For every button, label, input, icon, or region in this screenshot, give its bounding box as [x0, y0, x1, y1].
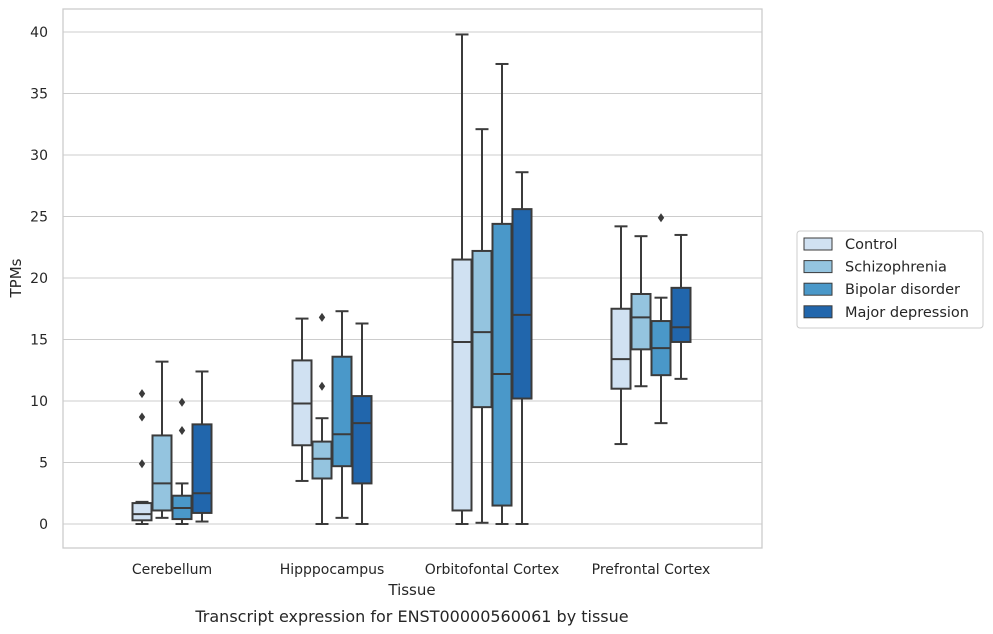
legend-frame	[796, 230, 984, 329]
box-schizophrenia	[630, 235, 652, 388]
box-iqr	[451, 258, 473, 512]
y-tick-label: 30	[30, 148, 48, 164]
legend-label: Bipolar disorder	[845, 282, 960, 298]
y-tick-label: 20	[30, 271, 48, 287]
chart-caption: Transcript expression for ENST0000056006…	[194, 607, 628, 626]
legend-swatch	[803, 305, 833, 319]
box-major-depression	[191, 370, 213, 523]
box-iqr	[331, 355, 353, 468]
box-control	[291, 317, 313, 482]
box-control	[131, 389, 153, 525]
outlier-point	[138, 389, 146, 399]
box-iqr	[191, 423, 213, 514]
outlier-point	[138, 459, 146, 469]
box-iqr	[471, 249, 493, 409]
y-tick-label: 0	[39, 517, 48, 533]
legend-label: Control	[845, 237, 897, 253]
box-bipolar-disorder	[650, 213, 672, 425]
box-iqr	[511, 208, 533, 400]
outlier-point	[657, 213, 665, 223]
box-iqr	[351, 395, 373, 485]
outlier-point	[138, 412, 146, 422]
legend: Control Schizophrenia Bipolar disorder Majo…	[796, 230, 984, 329]
box-plots	[131, 33, 692, 525]
legend-swatch	[803, 260, 833, 274]
box-control	[610, 225, 632, 446]
box-schizophrenia	[311, 312, 333, 525]
box-iqr	[670, 286, 692, 343]
x-axis-title: Tissue	[387, 581, 435, 599]
x-tick-label: Orbitofontal Cortex	[425, 562, 560, 578]
outlier-point	[178, 397, 186, 407]
box-major-depression	[351, 322, 373, 525]
outlier-point	[318, 381, 326, 391]
y-tick-label: 15	[30, 333, 48, 349]
y-tick-label: 5	[39, 456, 48, 472]
x-tick-label: Cerebellum	[132, 562, 212, 578]
box-major-depression	[670, 233, 692, 380]
legend-swatch	[803, 237, 833, 251]
box-iqr	[630, 292, 652, 351]
box-iqr	[311, 440, 333, 480]
box-iqr	[151, 434, 173, 512]
legend-label: Schizophrenia	[845, 260, 947, 276]
box-iqr	[491, 222, 513, 507]
y-tick-label: 25	[30, 210, 48, 226]
y-tick-label: 40	[30, 25, 48, 41]
x-axis-ticks: Cerebellum Hipppocampus Orbitofontal Corte…	[132, 562, 710, 578]
outlier-point	[318, 312, 326, 322]
outlier-point	[178, 426, 186, 436]
y-axis-title: TPMs	[7, 258, 25, 298]
box-bipolar-disorder	[171, 397, 193, 525]
plot-area	[62, 8, 763, 549]
legend-swatch	[803, 282, 833, 296]
x-tick-label: Hipppocampus	[280, 562, 385, 578]
y-axis-ticks: 0 5 10 15 20 25 30 35 40	[30, 25, 48, 533]
box-bipolar-disorder	[331, 310, 353, 519]
box-iqr	[131, 502, 153, 522]
box-schizophrenia	[151, 360, 173, 519]
x-tick-label: Prefrontal Cortex	[592, 562, 711, 578]
box-iqr	[610, 307, 632, 390]
box-major-depression	[511, 171, 533, 525]
y-tick-label: 35	[30, 87, 48, 103]
y-tick-label: 10	[30, 394, 48, 410]
legend-label: Major depression	[845, 305, 969, 321]
